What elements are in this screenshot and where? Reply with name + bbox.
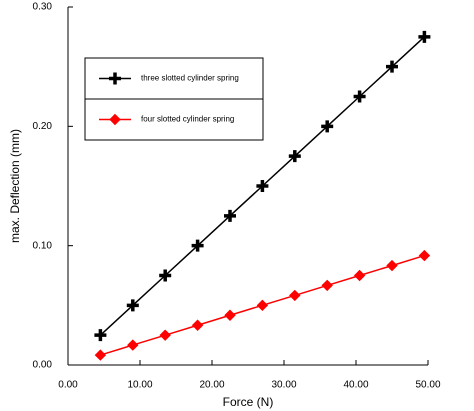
marker-plus	[224, 209, 236, 222]
marker-diamond	[418, 249, 431, 262]
marker-plus	[109, 72, 121, 85]
marker-plus	[126, 299, 139, 312]
marker-plus	[288, 150, 301, 163]
x-tick-label: 10.00	[127, 380, 152, 391]
marker-plus	[159, 269, 172, 282]
x-tick-label: 30.00	[271, 380, 296, 391]
x-axis-title: Force (N)	[223, 395, 274, 409]
marker-plus	[418, 30, 431, 43]
marker-diamond	[159, 329, 171, 341]
marker-plus	[386, 60, 398, 73]
y-axis-title: max. Deflection (mm)	[8, 129, 22, 243]
legend-label: three slotted cylinder spring	[141, 74, 239, 83]
marker-diamond	[353, 269, 366, 282]
marker-plus	[256, 180, 269, 192]
y-tick-label: 0.30	[33, 2, 53, 13]
marker-diamond	[256, 299, 269, 312]
marker-plus	[353, 90, 366, 103]
marker-plus	[94, 329, 107, 342]
marker-diamond	[109, 113, 121, 126]
marker-plus	[191, 239, 204, 252]
x-tick-label: 50.00	[415, 380, 440, 391]
x-tick-label: 20.00	[199, 380, 224, 391]
x-tick-label: 40.00	[343, 380, 368, 391]
marker-diamond	[289, 289, 301, 302]
marker-diamond	[94, 349, 107, 361]
marker-plus	[321, 120, 334, 133]
marker-diamond	[321, 279, 333, 292]
marker-diamond	[386, 259, 398, 272]
marker-diamond	[224, 309, 236, 321]
marker-diamond	[191, 319, 204, 331]
legend-label: four slotted cylinder spring	[141, 115, 234, 124]
x-tick-label: 0.00	[58, 380, 78, 391]
y-tick-label: 0.00	[33, 360, 53, 371]
y-tick-label: 0.20	[33, 121, 53, 132]
y-tick-label: 0.10	[33, 240, 53, 251]
marker-diamond	[127, 339, 139, 351]
